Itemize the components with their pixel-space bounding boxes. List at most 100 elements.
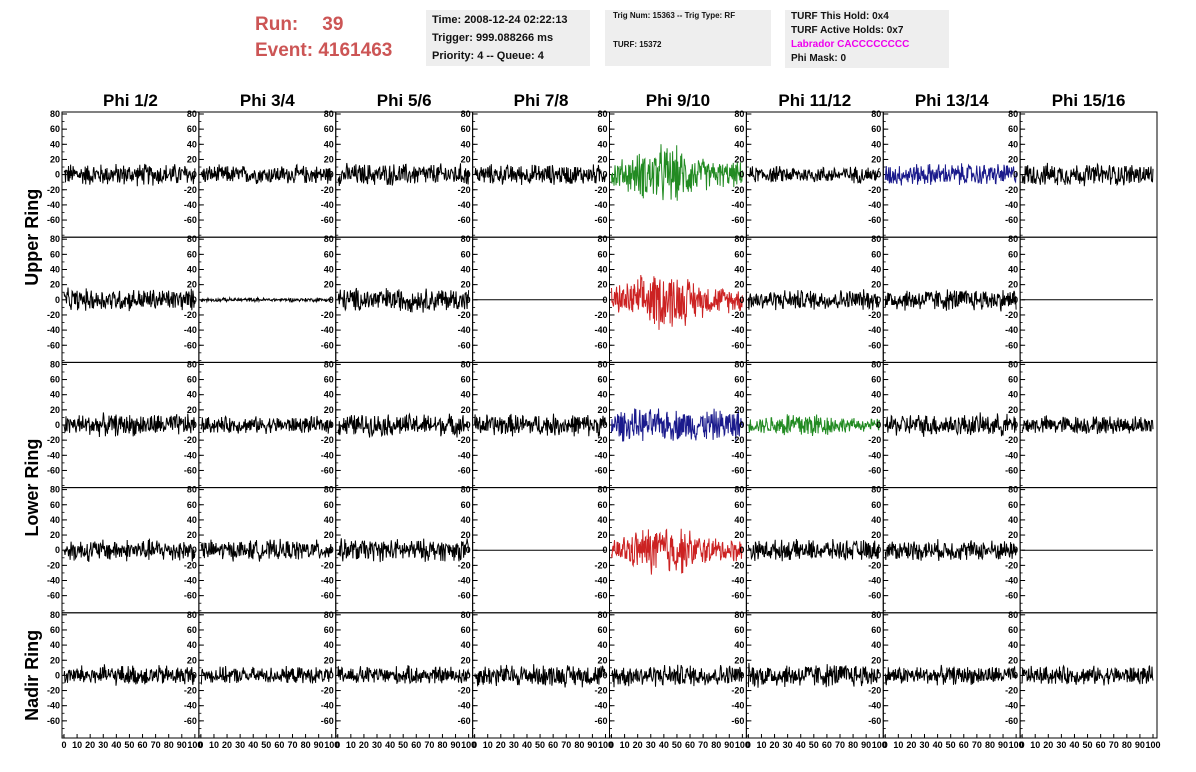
time-info-box: Time: 2008-12-24 02:22:13 Trigger: 999.0… <box>426 10 590 66</box>
x-tick-label: 40 <box>796 740 806 750</box>
y-tick-label: 40 <box>187 139 197 149</box>
x-tick-label: 40 <box>111 740 121 750</box>
x-tick-label: 80 <box>301 740 311 750</box>
y-tick-label: 0 <box>739 170 744 180</box>
waveform-trace <box>63 664 196 686</box>
y-tick-label: -60 <box>47 591 60 601</box>
x-tick-label: 10 <box>756 740 766 750</box>
y-tick-label: -40 <box>731 576 744 586</box>
y-tick-label: -40 <box>868 701 881 711</box>
y-tick-label: 40 <box>50 139 60 149</box>
y-tick-label: -60 <box>868 215 881 225</box>
y-tick-label: 80 <box>734 234 744 244</box>
y-tick-label: 40 <box>871 265 881 275</box>
y-tick-label: 20 <box>324 405 334 415</box>
ring-label: Lower Ring <box>22 439 42 537</box>
y-tick-label: -60 <box>868 591 881 601</box>
y-tick-label: 0 <box>876 295 881 305</box>
x-tick-label: 10 <box>209 740 219 750</box>
waveform-trace <box>884 412 1017 437</box>
turf-active-holds-text: TURF Active Holds: 0x7 <box>791 25 904 36</box>
waveform-trace <box>200 538 333 562</box>
y-tick-label: 40 <box>1008 515 1018 525</box>
y-tick-label: -40 <box>1005 325 1018 335</box>
y-tick-label: 20 <box>871 280 881 290</box>
priority-text: Priority: 4 -- Queue: 4 <box>432 50 544 62</box>
y-tick-label: -20 <box>594 435 607 445</box>
y-tick-label: 20 <box>461 280 471 290</box>
column-title: Phi 15/16 <box>1052 91 1126 110</box>
x-tick-label: 90 <box>587 740 597 750</box>
y-tick-label: -40 <box>47 325 60 335</box>
y-tick-label: 0 <box>329 295 334 305</box>
y-tick-label: 60 <box>50 249 60 259</box>
y-tick-label: 60 <box>871 500 881 510</box>
x-tick-label: 50 <box>672 740 682 750</box>
y-tick-label: 40 <box>461 515 471 525</box>
y-tick-label: 60 <box>734 124 744 134</box>
x-tick-label: 10 <box>346 740 356 750</box>
y-tick-label: 20 <box>324 154 334 164</box>
x-tick-label: 70 <box>151 740 161 750</box>
y-tick-label: 20 <box>1008 655 1018 665</box>
y-tick-label: -60 <box>731 340 744 350</box>
waveform-trace <box>474 164 606 186</box>
y-tick-label: -40 <box>184 325 197 335</box>
x-tick-label: 60 <box>959 740 969 750</box>
waveform-trace <box>474 664 606 688</box>
x-tick-label: 80 <box>1122 740 1132 750</box>
y-tick-label: 60 <box>597 625 607 635</box>
y-tick-label: -40 <box>184 701 197 711</box>
y-tick-label: 40 <box>734 515 744 525</box>
y-tick-label: 40 <box>50 390 60 400</box>
x-tick-label: 0 <box>1020 740 1025 750</box>
y-tick-label: 20 <box>187 280 197 290</box>
y-tick-label: 60 <box>734 249 744 259</box>
y-tick-label: -40 <box>458 576 471 586</box>
y-tick-label: 60 <box>187 625 197 635</box>
y-tick-label: -20 <box>731 310 744 320</box>
y-tick-label: 80 <box>1008 610 1018 620</box>
waveform-trace <box>611 528 743 575</box>
y-tick-label: 80 <box>187 485 197 495</box>
y-tick-label: -60 <box>1005 591 1018 601</box>
y-tick-label: -20 <box>184 686 197 696</box>
x-tick-label: 40 <box>659 740 669 750</box>
x-tick-label: 50 <box>261 740 271 750</box>
x-tick-label: 100 <box>187 740 202 750</box>
x-tick-label: 80 <box>848 740 858 750</box>
y-tick-label: -60 <box>868 465 881 475</box>
y-tick-label: -60 <box>47 716 60 726</box>
y-tick-label: 80 <box>871 359 881 369</box>
y-tick-label: 20 <box>324 655 334 665</box>
x-tick-label: 0 <box>198 740 203 750</box>
waveform-trace <box>474 413 606 437</box>
y-tick-label: 0 <box>739 295 744 305</box>
y-tick-label: 0 <box>329 420 334 430</box>
x-tick-label: 100 <box>735 740 750 750</box>
y-tick-label: -40 <box>458 325 471 335</box>
y-tick-label: 20 <box>187 154 197 164</box>
trig-num-text: Trig Num: 15363 -- Trig Type: RF <box>613 11 736 20</box>
waveform-trace <box>611 408 743 442</box>
y-tick-label: 20 <box>871 405 881 415</box>
trigger-text: Trigger: 999.088266 ms <box>432 32 554 44</box>
x-tick-label: 20 <box>770 740 780 750</box>
x-tick-label: 50 <box>946 740 956 750</box>
y-tick-label: 40 <box>1008 390 1018 400</box>
y-tick-label: 40 <box>187 390 197 400</box>
y-tick-label: 20 <box>734 280 744 290</box>
y-tick-label: 0 <box>1013 420 1018 430</box>
y-tick-label: 60 <box>461 375 471 385</box>
y-tick-label: 0 <box>329 170 334 180</box>
waveform-trace <box>611 144 743 201</box>
waveform-trace <box>200 665 333 686</box>
waveform-trace <box>1021 664 1154 686</box>
x-tick-label: 0 <box>746 740 751 750</box>
x-tick-label: 40 <box>385 740 395 750</box>
waveform-trace <box>747 662 880 688</box>
y-tick-label: -20 <box>1005 435 1018 445</box>
x-tick-label: 90 <box>451 740 461 750</box>
y-tick-label: -20 <box>1005 560 1018 570</box>
y-tick-label: 0 <box>876 170 881 180</box>
